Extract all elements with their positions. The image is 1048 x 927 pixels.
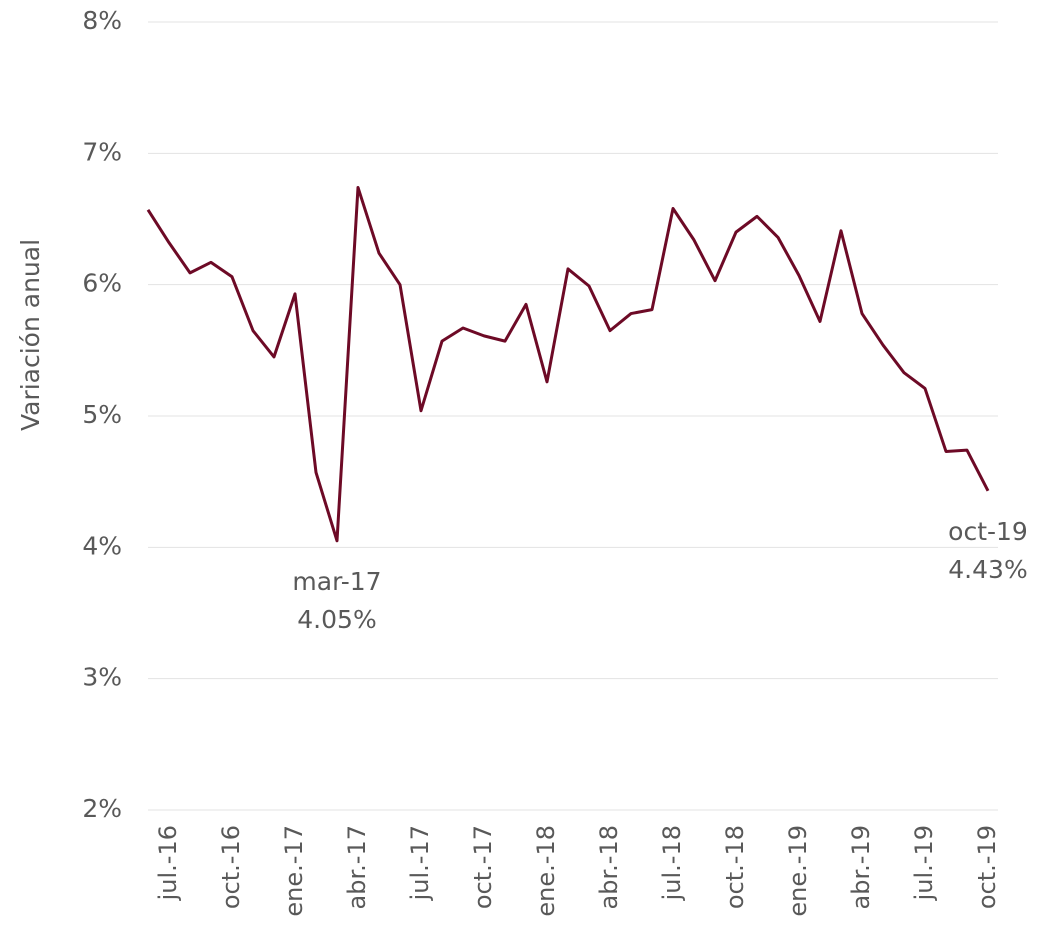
x-tick-label: oct.-19 — [973, 825, 1001, 909]
y-axis-title: Variación anual — [16, 239, 45, 431]
x-tick-label: jul.-18 — [658, 825, 686, 901]
x-tick-label: ene.-19 — [784, 825, 812, 917]
x-tick-label: jul.-19 — [910, 825, 938, 901]
series-line — [146, 185, 990, 543]
y-tick-label: 8% — [82, 6, 122, 35]
x-tick-label: oct.-16 — [217, 825, 245, 909]
y-tick-label: 4% — [82, 531, 122, 560]
y-tick-label: 2% — [82, 794, 122, 823]
y-tick-label: 7% — [82, 137, 122, 166]
x-tick-label: abr.-18 — [595, 825, 623, 909]
x-tick-label: oct.-17 — [469, 825, 497, 909]
x-tick-label: jul.-17 — [406, 825, 434, 901]
x-tick-label: ene.-17 — [280, 825, 308, 917]
data-label: 4.43% — [948, 555, 1027, 584]
x-tick-label: abr.-19 — [847, 825, 875, 909]
y-tick-label: 3% — [82, 663, 122, 692]
data-label: 4.05% — [297, 605, 376, 634]
y-tick-label: 6% — [82, 269, 122, 298]
x-tick-label: ene.-18 — [532, 825, 560, 917]
x-tick-label: oct.-18 — [721, 825, 749, 909]
x-tick-label: jul.-16 — [154, 825, 182, 901]
annotation-label: mar-17 — [292, 567, 381, 596]
annotation-label: oct-19 — [948, 517, 1028, 546]
y-tick-label: 5% — [82, 400, 122, 429]
x-tick-label: abr.-17 — [343, 825, 371, 909]
